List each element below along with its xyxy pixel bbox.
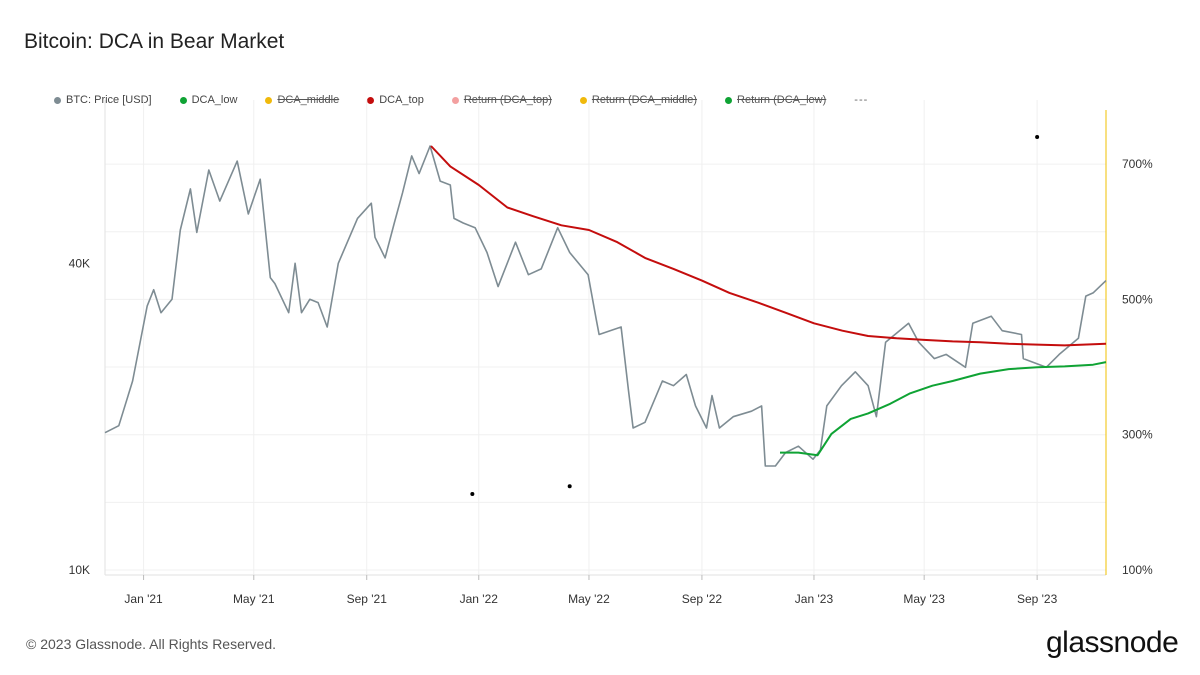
y-right-tick-label: 700% [1122,157,1153,171]
legend-item-dca-low[interactable]: DCA_low [179,94,238,106]
legend-item-btc-price[interactable]: BTC: Price [USD] [54,94,152,106]
x-axis: Jan '21 May '21 Sep '21 Jan '22 May '22 Sep '… [124,575,1058,606]
legend-dot-icon [579,96,587,104]
x-tick-label: Jan '22 [460,592,499,606]
y-right-tick-label: 500% [1122,292,1153,306]
legend-dot-icon [725,96,733,104]
annotation-dot [567,484,572,489]
y-right-tick-label: 300% [1122,428,1153,442]
legend-item-dca-top[interactable]: DCA_top [367,94,424,106]
y-left-tick-label: 10K [69,563,90,577]
dca-low-line [780,361,1107,457]
legend-label: Return (DCA_top) [463,94,552,106]
chart-series [104,145,1107,467]
x-tick-label: Sep '21 [347,592,388,606]
legend-dot-icon [367,96,375,104]
chart-grid [105,100,1106,575]
x-tick-label: Jan '23 [795,592,834,606]
copyright-text: © 2023 Glassnode. All Rights Reserved. [26,636,277,652]
legend-dot-icon [451,96,459,104]
chart-annotations [470,135,1040,496]
legend-more-button[interactable]: --- [854,94,869,106]
legend-item-dca-middle[interactable]: DCA_middle [265,94,339,106]
legend-label: Return (DCA_low) [737,94,827,106]
legend-label: Return (DCA_middle) [591,94,698,106]
legend-dot-icon [265,96,273,104]
legend-label: DCA_top [379,94,424,106]
chart-legend: BTC: Price [USD] DCA_low DCA_middle DCA_… [54,92,868,108]
legend-label: DCA_low [191,94,238,106]
x-tick-label: Sep '23 [1017,592,1058,606]
legend-label: DCA_middle [277,94,340,106]
legend-dot-icon [179,96,187,104]
y-left-tick-label: 40K [69,256,90,270]
x-tick-label: May '21 [233,592,275,606]
y-right-tick-label: 100% [1122,563,1153,577]
x-tick-label: May '23 [903,592,945,606]
x-tick-label: May '22 [568,592,610,606]
legend-dot-icon [54,96,61,104]
legend-item-return-dca-top[interactable]: Return (DCA_top) [451,94,552,106]
btc-price-line [104,145,1107,467]
glassnode-logo: glassnode [1046,626,1179,659]
annotation-dot [470,491,475,496]
chart-title: Bitcoin: DCA in Bear Market [24,30,285,53]
y-axis-left: 10K 40K [69,256,90,577]
dca-top-line [430,145,1107,347]
y-axis-right: 100% 300% 500% 700% [1122,157,1153,577]
annotation-dot [1035,135,1040,140]
legend-item-return-dca-middle[interactable]: Return (DCA_middle) [579,94,698,106]
x-tick-label: Jan '21 [124,592,163,606]
x-tick-label: Sep '22 [682,592,723,606]
legend-item-return-dca-low[interactable]: Return (DCA_low) [725,94,826,106]
legend-label: BTC: Price [USD] [66,94,152,106]
